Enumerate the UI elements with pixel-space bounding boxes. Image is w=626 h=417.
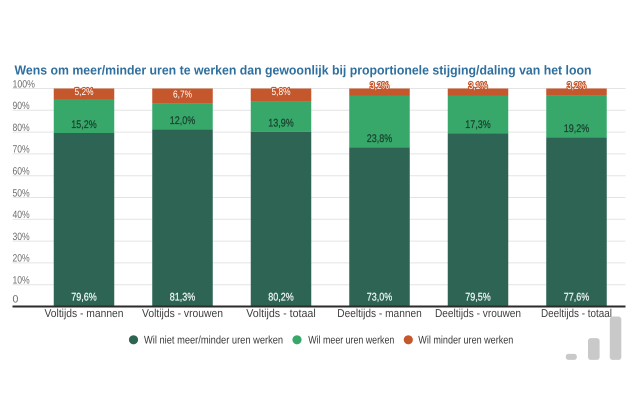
svg-text:100%: 100% [13,78,35,90]
svg-text:15,2%: 15,2% [71,119,97,131]
svg-text:3,2%: 3,2% [567,81,586,92]
svg-text:30%: 30% [13,231,30,243]
svg-text:0: 0 [13,294,19,306]
svg-text:12,0%: 12,0% [170,115,196,127]
svg-text:79,6%: 79,6% [71,291,97,303]
svg-text:20%: 20% [13,253,30,265]
svg-text:90%: 90% [13,100,30,112]
svg-text:79,5%: 79,5% [465,291,491,303]
svg-text:60%: 60% [13,166,30,178]
svg-text:5,8%: 5,8% [272,87,291,98]
svg-text:73,0%: 73,0% [367,291,393,303]
svg-text:Voltijds - vrouwen: Voltijds - vrouwen [142,308,223,320]
svg-text:Deeltijds - totaal: Deeltijds - totaal [541,308,612,320]
svg-text:Wil minder uren werken: Wil minder uren werken [418,335,513,347]
svg-text:Voltijds - mannen: Voltijds - mannen [45,308,124,320]
svg-text:40%: 40% [13,209,30,221]
svg-text:23,8%: 23,8% [367,133,393,145]
svg-text:Wil meer uren werken: Wil meer uren werken [308,335,394,347]
svg-text:19,2%: 19,2% [564,123,590,135]
svg-text:13,9%: 13,9% [268,118,294,130]
svg-text:80%: 80% [13,122,30,134]
svg-text:3,2%: 3,2% [370,81,389,92]
svg-text:5,2%: 5,2% [75,87,94,98]
svg-text:6,7%: 6,7% [173,89,192,100]
svg-text:Deeltijds - mannen: Deeltijds - mannen [337,308,422,320]
svg-text:77,6%: 77,6% [564,291,590,303]
svg-text:Wens om meer/minder uren te we: Wens om meer/minder uren te werken dan g… [15,63,592,78]
svg-text:81,3%: 81,3% [170,291,196,303]
svg-text:80,2%: 80,2% [268,291,294,303]
svg-text:50%: 50% [13,187,30,199]
svg-text:17,3%: 17,3% [465,119,491,131]
svg-text:70%: 70% [13,144,30,156]
svg-text:3,1%: 3,1% [469,81,488,92]
svg-text:Wil niet meer/minder uren werk: Wil niet meer/minder uren werken [144,335,283,347]
svg-text:Deeltijds - vrouwen: Deeltijds - vrouwen [435,308,521,320]
svg-text:Voltijds - totaal: Voltijds - totaal [246,308,316,320]
svg-text:10%: 10% [13,275,30,287]
